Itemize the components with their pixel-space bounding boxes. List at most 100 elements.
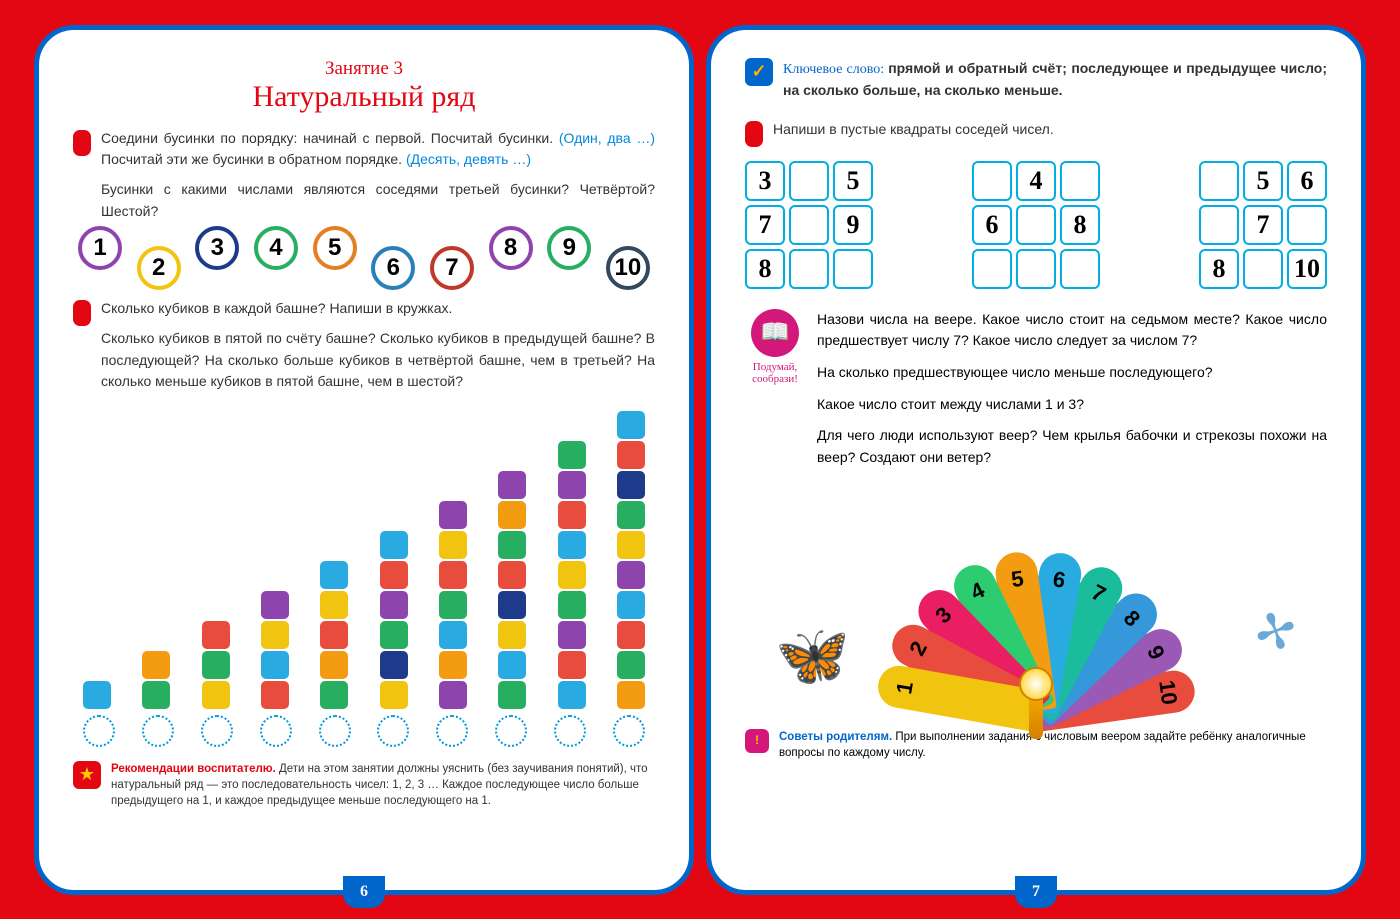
cube: [498, 561, 526, 589]
cube: [498, 651, 526, 679]
cube: [320, 561, 348, 589]
cube: [617, 561, 645, 589]
grid-cell[interactable]: [1199, 205, 1239, 245]
cube: [617, 681, 645, 709]
cube: [320, 591, 348, 619]
recommendation-box: ★ Рекомендации воспитателю. Дети на этом…: [73, 761, 655, 809]
grid-cell[interactable]: [1016, 249, 1056, 289]
answer-circle[interactable]: [554, 715, 586, 747]
answer-circle[interactable]: [260, 715, 292, 747]
task-1: Соедини бусинки по порядку: начинай с пе…: [73, 128, 655, 223]
bead: 2: [137, 246, 181, 290]
butterfly-icon: 🦋: [775, 620, 850, 691]
lesson-title: Натуральный ряд: [73, 80, 655, 114]
cube: [617, 411, 645, 439]
answer-circle[interactable]: [319, 715, 351, 747]
answer-circle[interactable]: [142, 715, 174, 747]
bullet-icon: [745, 121, 763, 147]
grid-cell[interactable]: [1016, 205, 1056, 245]
page-left: Занятие 3 Натуральный ряд Соедини бусинк…: [34, 25, 694, 895]
cube: [83, 681, 111, 709]
t1d: (Десять, девять …): [406, 151, 531, 167]
check-icon: ✓: [745, 58, 773, 86]
t2a: Сколько кубиков в каждой башне? Напиши в…: [101, 298, 655, 320]
cube: [380, 591, 408, 619]
answer-circle[interactable]: [201, 715, 233, 747]
cube: [617, 531, 645, 559]
key-label: Ключевое слово:: [783, 62, 888, 77]
answer-circle[interactable]: [377, 715, 409, 747]
answer-circle[interactable]: [83, 715, 115, 747]
think-icon-area: 📖 Подумай, сообрази!: [745, 309, 805, 479]
cube: [380, 621, 408, 649]
think-text: Назови числа на веере. Какое число стоит…: [817, 309, 1327, 479]
answer-circle[interactable]: [613, 715, 645, 747]
cube: [202, 621, 230, 649]
grid-cell[interactable]: [789, 249, 829, 289]
cube: [202, 651, 230, 679]
tower: [558, 441, 586, 709]
answer-circles: [73, 715, 655, 747]
answer-circle[interactable]: [495, 715, 527, 747]
number-grids: 35798468567810: [745, 161, 1327, 289]
cube: [558, 441, 586, 469]
grid-cell: 7: [1243, 205, 1283, 245]
cube: [558, 651, 586, 679]
grid-cell[interactable]: [789, 161, 829, 201]
advice-title: Советы родителям.: [779, 731, 895, 743]
grid-cell: 10: [1287, 249, 1327, 289]
cube: [558, 471, 586, 499]
grid-cell[interactable]: [1060, 161, 1100, 201]
cube: [439, 501, 467, 529]
cube: [439, 561, 467, 589]
tp2: На сколько предшествующее число меньше п…: [817, 362, 1327, 384]
grid-cell: 4: [1016, 161, 1056, 201]
cube: [202, 681, 230, 709]
cube: [439, 591, 467, 619]
cube: [439, 531, 467, 559]
towers-chart: [73, 409, 655, 709]
grid-cell: 7: [745, 205, 785, 245]
cube: [142, 651, 170, 679]
t1a: Соедини бусинки по порядку: начинай с пе…: [101, 130, 559, 146]
tp1: Назови числа на веере. Какое число стоит…: [817, 309, 1327, 352]
cube: [617, 501, 645, 529]
cube: [558, 681, 586, 709]
grid-cell[interactable]: [833, 249, 873, 289]
cube: [498, 471, 526, 499]
t1q: Бусинки с какими числами являются соседя…: [101, 181, 655, 219]
grid-cell[interactable]: [789, 205, 829, 245]
bead: 7: [430, 246, 474, 290]
cube: [498, 591, 526, 619]
grid-cell[interactable]: [1243, 249, 1283, 289]
cube: [380, 561, 408, 589]
tp4: Для чего люди используют веер? Чем крыль…: [817, 425, 1327, 468]
cube: [320, 621, 348, 649]
grid-cell[interactable]: [972, 161, 1012, 201]
cube: [380, 531, 408, 559]
cube: [439, 651, 467, 679]
task-2: Сколько кубиков в каждой башне? Напиши в…: [73, 298, 655, 393]
grid-cell: 8: [1199, 249, 1239, 289]
answer-circle[interactable]: [436, 715, 468, 747]
t1b: (Один, два …): [559, 130, 655, 146]
grid-cell[interactable]: [1199, 161, 1239, 201]
t1c: Посчитай эти же бусинки в обратном поряд…: [101, 151, 406, 167]
bead: 8: [489, 226, 533, 270]
cube: [261, 621, 289, 649]
bead: 9: [547, 226, 591, 270]
tower: [261, 591, 289, 709]
tower: [83, 681, 111, 709]
grid-cell[interactable]: [972, 249, 1012, 289]
task-neighbors-text: Напиши в пустые квадраты соседей чисел.: [773, 119, 1054, 147]
number-fan: 10987654321: [861, 511, 1211, 711]
task-2-text: Сколько кубиков в каждой башне? Напиши в…: [101, 298, 655, 393]
tower: [320, 561, 348, 709]
number-grid: 468: [972, 161, 1100, 289]
think-box: 📖 Подумай, сообрази! Назови числа на вее…: [745, 309, 1327, 479]
cube: [261, 591, 289, 619]
cube: [617, 441, 645, 469]
grid-cell[interactable]: [1060, 249, 1100, 289]
grid-cell[interactable]: [1287, 205, 1327, 245]
cube: [380, 681, 408, 709]
